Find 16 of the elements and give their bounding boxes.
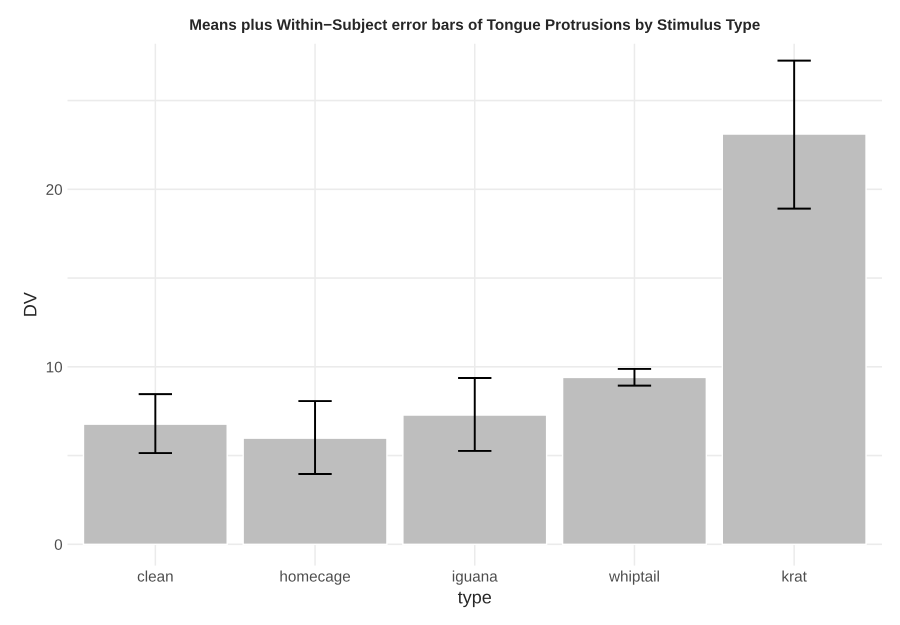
x-tick-label: iguana	[452, 570, 498, 585]
y-tick-label: 10	[46, 362, 62, 372]
chart-title: Means plus Within−Subject error bars of Tongue Protrusions by Stimulus Type	[190, 18, 760, 34]
bar	[82, 423, 228, 546]
y-tick-label: 0	[54, 539, 62, 550]
y-axis-title: DV	[24, 292, 36, 316]
bar	[562, 376, 708, 546]
x-tick-label: homecage	[280, 570, 350, 585]
bar	[242, 437, 388, 546]
x-axis-title: type	[458, 592, 492, 608]
y-tick-label: 20	[46, 184, 62, 195]
bar	[722, 133, 867, 546]
bar	[402, 414, 548, 546]
x-tick-label: clean	[138, 570, 173, 582]
x-tick-label: whiptail	[608, 570, 659, 585]
x-tick-label: krat	[782, 570, 807, 582]
